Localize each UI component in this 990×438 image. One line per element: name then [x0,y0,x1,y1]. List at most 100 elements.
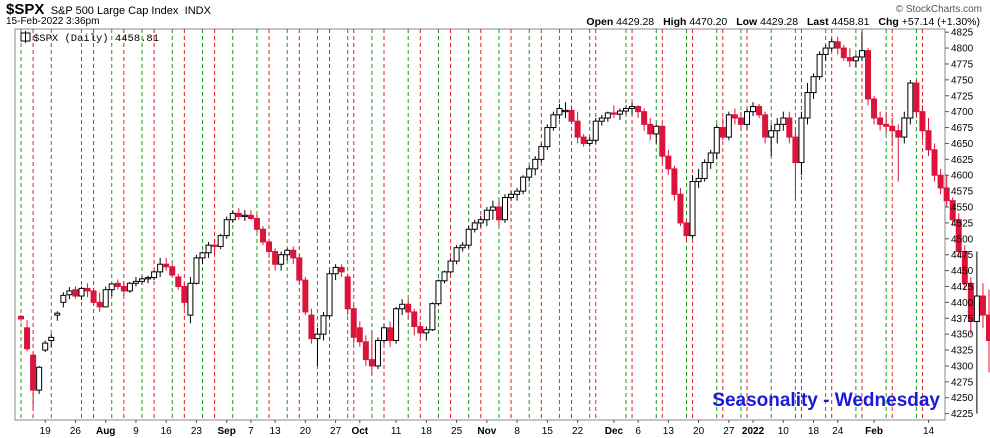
candle [786,111,793,144]
candle [804,83,811,125]
candle [72,286,79,299]
candle-body [241,214,248,218]
candle [895,124,902,182]
candle-body [145,277,152,280]
candle [399,299,406,316]
candle [641,108,648,131]
candle-body [671,168,678,195]
candle [169,264,176,277]
candle [272,248,279,271]
candle [290,246,297,265]
candle-body [223,219,230,237]
candle [810,73,817,99]
candle [762,111,769,144]
x-tick-label: 27 [723,426,735,437]
candle-body [120,285,127,292]
candle-body [344,276,351,310]
candle [683,219,690,242]
candle-body [48,336,55,342]
candle-body [387,327,394,342]
candle-body [362,341,369,361]
candle-body [858,50,865,58]
candle-body [907,82,914,119]
candle [737,111,744,131]
candle [768,124,775,157]
candle-body [260,228,266,243]
candle [671,165,678,201]
candle [774,118,781,144]
candle-body [24,327,31,350]
candle-body [217,235,224,247]
candle [120,281,127,297]
candle [193,254,200,285]
candle-body [211,244,218,247]
x-axis: 19 26 Aug 9 16 23 Sep 7 13 20 27 Oct 11 18 25 Nov 8 15 22 D… [40,420,934,437]
candle [931,143,938,182]
candle-body [616,110,623,115]
x-tick-label: Feb [865,426,883,437]
candle-body [750,106,757,113]
candle [247,210,254,220]
candle-body [629,106,636,109]
candle-body [495,206,502,221]
candle [332,264,339,281]
y-tick-label: 4450 [951,266,974,277]
candle [979,283,986,328]
y-tick-label: 4500 [951,234,974,245]
quote-date: 15-Feb-2022 3:36pm [6,16,100,27]
candle [435,279,442,306]
candle [750,102,757,117]
candle-body [695,177,702,183]
candle [362,335,369,366]
candle [489,200,496,220]
candle-body [840,47,847,59]
chg-value: +57.14 (+1.30%) [901,16,980,28]
candle [423,326,430,341]
candle-body [477,219,484,224]
candle [556,104,563,120]
candle-body [114,282,121,287]
candle [604,111,611,122]
candle-body [610,112,617,115]
candle-body [272,251,279,265]
y-tick-label: 4775 [951,59,974,70]
candle [798,111,805,176]
y-axis: 4225 4250 4275 4300 4325 4350 4375 4400 4425 4450… [945,28,974,420]
candle [731,108,738,125]
candle-body [701,162,708,179]
candle [417,321,424,338]
candle-body [441,271,448,282]
candle-body [350,308,357,338]
candle [483,207,490,227]
candle [459,241,466,252]
candle [949,197,956,227]
low-label: Low [736,16,758,28]
candle [701,159,708,182]
candle [381,324,387,344]
candle-body [399,303,406,310]
candle [544,124,551,150]
candle [520,175,527,195]
candle-body [423,329,430,334]
candle [66,287,73,300]
candle [846,48,853,68]
candle [919,105,926,141]
chg-label: Chg [878,16,899,28]
candle-body [36,366,43,391]
candle-body [320,315,327,335]
x-tick-label: 26 [70,426,82,437]
candle-body [774,123,781,132]
candle [986,289,990,373]
candle [973,251,980,414]
candle [508,191,515,201]
candle [393,306,400,344]
candle-body [18,315,24,320]
candle [719,118,726,141]
candle-body [229,212,236,221]
candle [447,257,454,274]
candle-body [483,209,490,221]
candle-body [532,158,539,170]
candle [181,283,188,309]
candle [151,270,158,281]
candle [108,283,115,297]
